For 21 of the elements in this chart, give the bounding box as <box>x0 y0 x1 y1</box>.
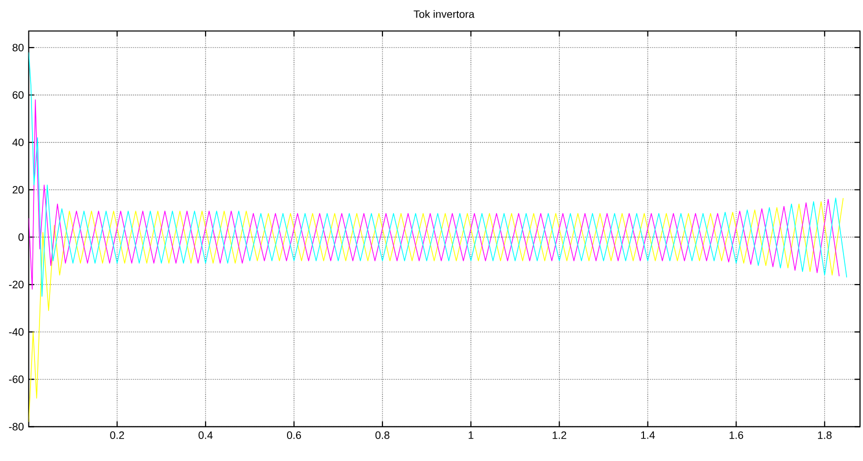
y-tick-label: 40 <box>12 138 24 146</box>
y-tick-label: -80 <box>9 422 24 430</box>
chart-title: Tok invertora <box>414 10 475 18</box>
y-tick-label: 60 <box>12 91 24 99</box>
x-tick-label: 0.2 <box>110 431 124 439</box>
y-tick-label: 0 <box>18 233 24 241</box>
y-tick-label: -20 <box>9 280 24 288</box>
x-tick-label: 1.6 <box>730 431 744 439</box>
x-tick-label: 0.4 <box>198 431 213 439</box>
x-tick-label: 1.2 <box>552 431 566 439</box>
line-series <box>28 99 840 290</box>
x-tick-label: 1.4 <box>641 431 655 439</box>
line-series <box>28 52 848 297</box>
x-tick-label: 1.8 <box>818 431 832 439</box>
x-tick-label: 0.8 <box>375 431 390 439</box>
x-tick-label: 1 <box>468 431 474 439</box>
y-tick-label: 80 <box>12 44 24 52</box>
y-tick-label: -40 <box>9 328 24 336</box>
y-tick-label: 20 <box>12 186 24 194</box>
y-tick-label: -60 <box>9 376 24 384</box>
x-tick-label: 0.6 <box>287 431 301 439</box>
